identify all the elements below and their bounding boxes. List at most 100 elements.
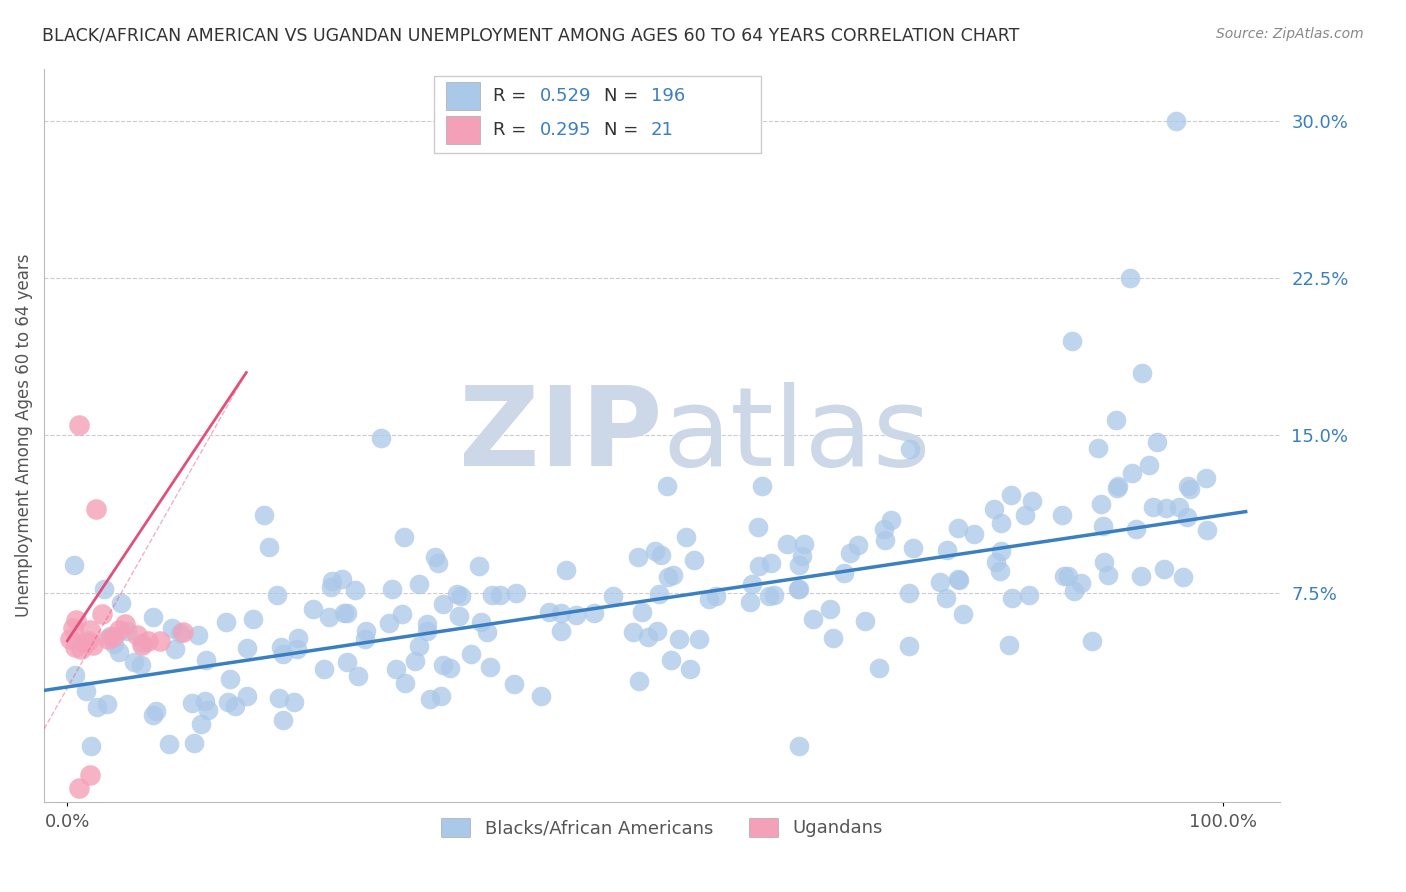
Point: [1014, 508, 1036, 522]
Point: [998, 638, 1021, 652]
Point: [1097, 568, 1119, 582]
Point: [747, 520, 769, 534]
Point: [936, 542, 959, 557]
Point: [1130, 568, 1153, 582]
Text: 21: 21: [651, 121, 673, 139]
Point: [160, 621, 183, 635]
Point: [1081, 633, 1104, 648]
Point: [637, 630, 659, 644]
Point: [287, 631, 309, 645]
Point: [627, 549, 650, 564]
Point: [197, 703, 219, 717]
Point: [583, 606, 606, 620]
Point: [948, 572, 970, 586]
Point: [1053, 569, 1076, 583]
Point: [1087, 441, 1109, 455]
Point: [110, 596, 132, 610]
Point: [236, 689, 259, 703]
Point: [1125, 522, 1147, 536]
Point: [145, 704, 167, 718]
Point: [125, 627, 148, 641]
Point: [748, 558, 770, 573]
Point: [460, 647, 482, 661]
Point: [450, 589, 472, 603]
Point: [392, 531, 415, 545]
Point: [253, 508, 276, 522]
Point: [984, 555, 1007, 569]
Point: [898, 639, 921, 653]
Point: [142, 610, 165, 624]
Point: [114, 617, 136, 632]
Point: [538, 605, 561, 619]
Point: [1119, 271, 1142, 285]
Point: [271, 714, 294, 728]
Point: [378, 615, 401, 630]
Point: [801, 612, 824, 626]
Point: [659, 653, 682, 667]
Point: [217, 696, 239, 710]
Point: [787, 558, 810, 573]
Point: [644, 544, 666, 558]
Point: [65, 668, 87, 682]
Point: [1070, 576, 1092, 591]
Point: [952, 607, 974, 621]
Point: [1139, 458, 1161, 473]
Point: [873, 523, 896, 537]
Point: [103, 637, 125, 651]
Point: [688, 632, 710, 647]
Point: [647, 624, 669, 638]
Point: [761, 557, 783, 571]
Point: [370, 431, 392, 445]
Point: [124, 655, 146, 669]
Point: [321, 574, 343, 589]
FancyBboxPatch shape: [433, 76, 761, 153]
Point: [1168, 500, 1191, 514]
Point: [898, 442, 921, 457]
Point: [219, 673, 242, 687]
Point: [530, 689, 553, 703]
Point: [821, 632, 844, 646]
Point: [432, 658, 454, 673]
Point: [183, 736, 205, 750]
Text: 196: 196: [651, 87, 685, 105]
Point: [787, 739, 810, 753]
Point: [97, 632, 120, 646]
Point: [163, 642, 186, 657]
Point: [344, 582, 367, 597]
Point: [470, 615, 492, 629]
Point: [1105, 413, 1128, 427]
Point: [697, 592, 720, 607]
Point: [190, 716, 212, 731]
Point: [58, 632, 80, 646]
Point: [503, 677, 526, 691]
Point: [990, 544, 1012, 558]
Point: [839, 547, 862, 561]
Point: [108, 624, 131, 638]
Point: [1146, 434, 1168, 449]
Point: [1063, 583, 1085, 598]
Point: [901, 541, 924, 555]
Point: [655, 479, 678, 493]
Point: [489, 588, 512, 602]
Point: [786, 582, 808, 596]
Point: [65, 640, 87, 654]
Point: [832, 566, 855, 580]
Point: [868, 661, 890, 675]
Point: [301, 602, 323, 616]
Point: [169, 625, 191, 640]
Point: [1142, 500, 1164, 514]
Point: [505, 586, 527, 600]
Point: [336, 607, 359, 621]
Point: [1130, 366, 1153, 380]
Point: [679, 662, 702, 676]
Point: [391, 607, 413, 621]
Point: [564, 608, 586, 623]
Point: [108, 645, 131, 659]
Point: [354, 624, 377, 639]
Point: [1050, 508, 1073, 522]
Point: [447, 608, 470, 623]
Point: [136, 633, 159, 648]
Point: [103, 630, 125, 644]
Point: [1062, 334, 1084, 348]
Point: [385, 662, 408, 676]
